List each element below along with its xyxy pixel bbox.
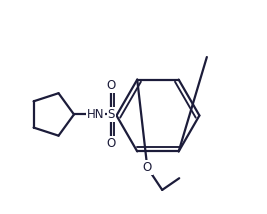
Text: O: O [107,79,116,92]
Text: O: O [143,161,152,174]
Text: O: O [107,137,116,150]
Text: HN: HN [87,108,104,121]
Text: S: S [108,108,115,121]
